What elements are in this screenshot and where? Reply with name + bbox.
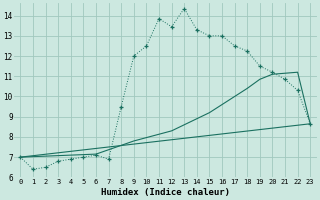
X-axis label: Humidex (Indice chaleur): Humidex (Indice chaleur)	[101, 188, 230, 197]
